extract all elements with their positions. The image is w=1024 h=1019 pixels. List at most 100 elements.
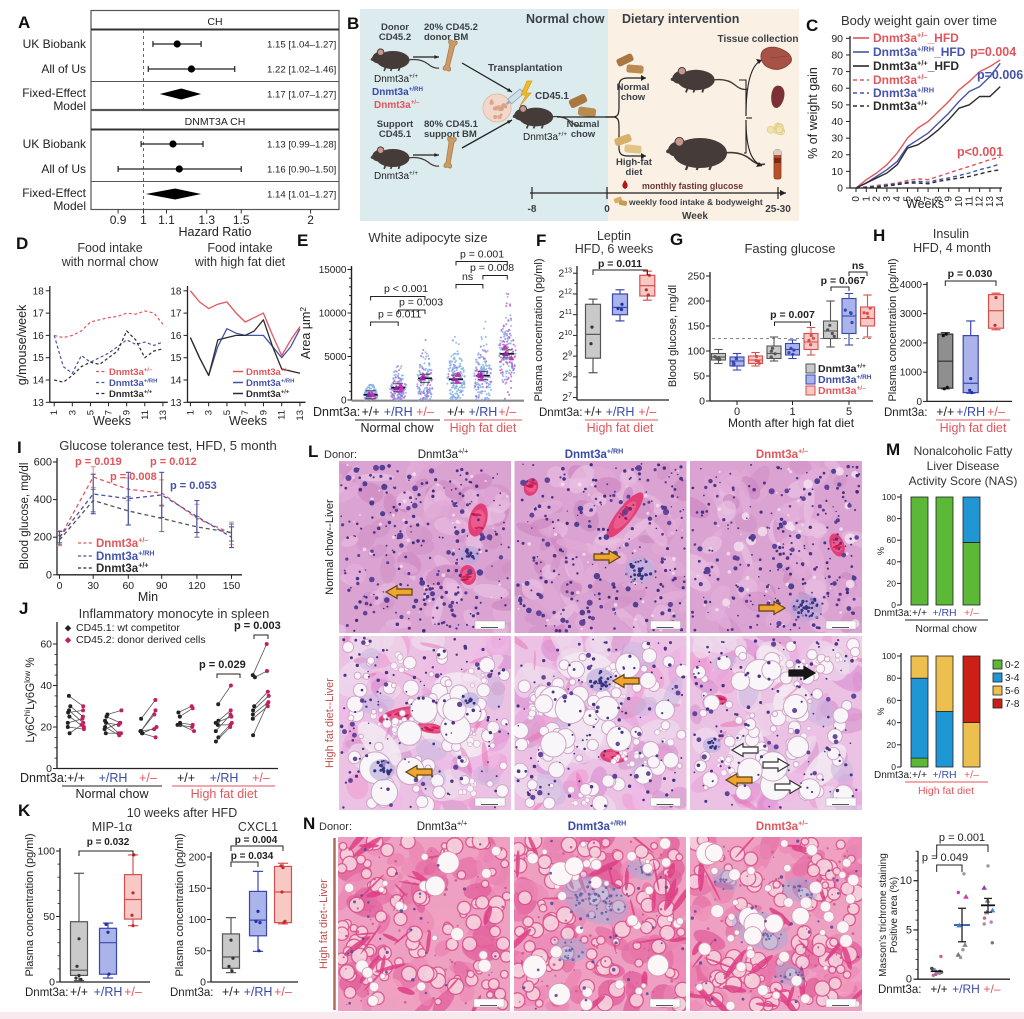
svg-text:Dnmt3a+/–: Dnmt3a+/– <box>109 367 153 378</box>
svg-text:15: 15 <box>170 353 182 364</box>
svg-text:70: 70 <box>831 66 843 78</box>
svg-text:Plasma concentration (pg/ml): Plasma concentration (pg/ml) <box>174 833 186 976</box>
svg-text:Glucose tolerance test, HFD, 5: Glucose tolerance test, HFD, 5 month <box>59 438 276 453</box>
svg-text:Normal chow: Normal chow <box>526 12 605 26</box>
svg-text:+/RH: +/RH <box>210 771 239 785</box>
svg-text:90: 90 <box>831 33 843 45</box>
svg-text:chow: chow <box>571 129 596 140</box>
svg-text:1.22 [1.02–1.46]: 1.22 [1.02–1.46] <box>267 65 336 76</box>
svg-text:4000: 4000 <box>900 280 923 291</box>
svg-text:20% CD45.2: 20% CD45.2 <box>424 22 478 33</box>
svg-text:200: 200 <box>34 532 52 544</box>
svg-text:14: 14 <box>170 376 182 387</box>
svg-text:9: 9 <box>258 410 269 415</box>
svg-text:F: F <box>536 231 546 250</box>
svg-text:20: 20 <box>887 578 897 588</box>
svg-text:400: 400 <box>34 494 52 506</box>
svg-text:0: 0 <box>341 396 347 407</box>
svg-text:1000: 1000 <box>900 368 923 379</box>
svg-text:Dnmt3a+/RH_HFD: Dnmt3a+/RH_HFD <box>873 44 966 59</box>
svg-text:+/+: +/+ <box>67 771 85 785</box>
svg-text:Dnmt3a+/–: Dnmt3a+/– <box>246 367 290 378</box>
svg-text:1.3: 1.3 <box>198 213 215 227</box>
svg-text:CD45.2: CD45.2 <box>379 32 411 43</box>
svg-text:N: N <box>303 814 315 833</box>
svg-text:M: M <box>886 440 900 459</box>
svg-text:3-4: 3-4 <box>1005 673 1020 684</box>
svg-text:14: 14 <box>995 196 1006 208</box>
svg-text:with normal chow: with normal chow <box>61 255 160 269</box>
svg-text:13: 13 <box>985 196 996 208</box>
svg-text:Dnmt3a:: Dnmt3a: <box>874 608 912 619</box>
svg-text:+/–: +/– <box>987 405 1005 419</box>
svg-text:+/+: +/+ <box>222 985 240 999</box>
svg-text:Normal chow: Normal chow <box>76 787 150 801</box>
svg-text:+/+: +/+ <box>912 607 927 619</box>
svg-text:7: 7 <box>923 196 934 202</box>
svg-text:+/RH: +/RH <box>384 405 413 419</box>
svg-text:+/RH: +/RH <box>606 405 635 419</box>
svg-text:UK Biobank: UK Biobank <box>23 137 87 151</box>
svg-text:29: 29 <box>562 351 572 363</box>
svg-text:3: 3 <box>204 410 215 415</box>
svg-text:Dnmt3a:: Dnmt3a: <box>20 771 67 785</box>
svg-text:+/–: +/– <box>139 771 157 785</box>
svg-text:1.1: 1.1 <box>158 213 175 227</box>
svg-text:1.17 [1.07–1.27]: 1.17 [1.07–1.27] <box>267 90 336 101</box>
svg-text:1.13 [0.99–1.28]: 1.13 [0.99–1.28] <box>267 140 336 151</box>
svg-text:Insulin: Insulin <box>933 227 969 241</box>
svg-text:0: 0 <box>891 600 896 610</box>
svg-text:50: 50 <box>194 945 206 957</box>
svg-text:80: 80 <box>831 49 843 61</box>
svg-text:7-8: 7-8 <box>1005 699 1020 710</box>
svg-text:3000: 3000 <box>900 309 923 320</box>
svg-text:Dnmt3a+/–: Dnmt3a+/– <box>96 537 148 550</box>
svg-text:Dnmt3a+/RH: Dnmt3a+/RH <box>109 378 157 389</box>
svg-text:Month after high fat diet: Month after high fat diet <box>728 416 855 430</box>
svg-text:p = 0.003: p = 0.003 <box>399 297 443 309</box>
svg-text:+/+: +/+ <box>936 405 954 419</box>
svg-text:16: 16 <box>170 331 182 342</box>
svg-text:A: A <box>18 13 30 32</box>
svg-text:27: 27 <box>562 392 572 404</box>
svg-text:13: 13 <box>170 398 182 409</box>
svg-text:+/RH: +/RH <box>932 607 956 619</box>
svg-text:16: 16 <box>33 331 45 342</box>
svg-text:Donor:: Donor: <box>319 821 352 833</box>
svg-text:Food intake: Food intake <box>77 241 142 255</box>
svg-text:0: 0 <box>200 977 206 989</box>
svg-text:50: 50 <box>693 371 705 383</box>
svg-text:0: 0 <box>46 569 52 581</box>
svg-text:1.16 [0.90–1.50]: 1.16 [0.90–1.50] <box>267 165 336 176</box>
svg-text:Dnmt3a+/+: Dnmt3a+/+ <box>374 73 418 85</box>
svg-text:Body weight gain over time: Body weight gain over time <box>841 13 997 28</box>
svg-text:ns: ns <box>462 271 473 283</box>
svg-text:7: 7 <box>104 410 115 415</box>
svg-text:13: 13 <box>158 410 169 421</box>
svg-text:H: H <box>873 226 885 245</box>
svg-text:with high fat diet: with high fat diet <box>194 255 286 269</box>
svg-text:Dnmt3a:: Dnmt3a: <box>25 987 68 999</box>
svg-text:200: 200 <box>188 852 206 864</box>
svg-text:Dnmt3a+/+: Dnmt3a+/+ <box>374 170 418 182</box>
svg-text:14: 14 <box>33 376 45 387</box>
svg-text:18: 18 <box>170 286 182 297</box>
svg-text:g/mouse/week: g/mouse/week <box>15 304 29 385</box>
svg-text:p=0.006: p=0.006 <box>977 68 1023 82</box>
svg-text:+/+: +/+ <box>584 405 602 419</box>
svg-text:100: 100 <box>37 846 55 858</box>
svg-text:Dnmt3a+/+: Dnmt3a+/+ <box>418 448 469 461</box>
svg-text:Dnmt3a+/–: Dnmt3a+/– <box>818 385 866 397</box>
svg-text:Min: Min <box>138 590 158 604</box>
svg-text:p=0.004: p=0.004 <box>970 45 1016 59</box>
svg-text:10: 10 <box>831 166 843 178</box>
svg-text:HFD, 4 month: HFD, 4 month <box>913 241 991 255</box>
svg-text:+/–: +/– <box>252 771 270 785</box>
svg-text:250: 250 <box>687 271 705 283</box>
svg-text:100: 100 <box>687 346 705 358</box>
svg-text:Dnmt3a:: Dnmt3a: <box>884 407 927 419</box>
svg-text:+/+: +/+ <box>912 769 927 781</box>
svg-text:Dietary intervention: Dietary intervention <box>622 12 739 26</box>
svg-text:-8: -8 <box>528 204 537 215</box>
svg-text:Dnmt3a+/RH: Dnmt3a+/RH <box>246 378 294 389</box>
